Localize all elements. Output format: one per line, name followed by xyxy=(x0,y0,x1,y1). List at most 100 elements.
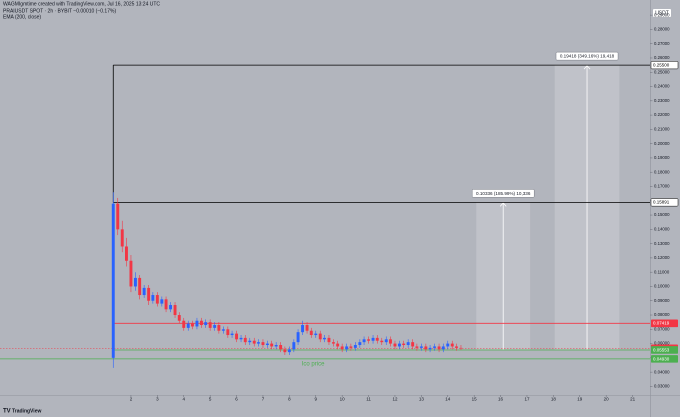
x-tick-label: 8 xyxy=(288,397,291,402)
candle-body xyxy=(217,325,221,331)
x-tick-label: 13 xyxy=(419,397,425,402)
y-tick-label: 0.26000 xyxy=(654,55,670,60)
candle-body xyxy=(349,346,353,348)
ico-text: Ico price xyxy=(302,361,325,367)
y-tick-label: 0.07000 xyxy=(654,326,670,331)
candle-body xyxy=(362,339,366,343)
y-tick-label: 0.08000 xyxy=(654,312,670,317)
price-tag xyxy=(651,319,678,328)
candle-body xyxy=(397,343,401,347)
y-tick-label: 0.13000 xyxy=(654,241,670,246)
x-tick-label: 7 xyxy=(262,397,265,402)
candle-body xyxy=(279,345,283,350)
x-tick-label: 14 xyxy=(445,397,451,402)
y-tick-label: 0.10000 xyxy=(654,284,670,289)
y-tick-label: 0.03000 xyxy=(654,384,670,389)
candle-body xyxy=(125,246,128,261)
y-tick-label: 0.19000 xyxy=(654,155,670,160)
candle-body xyxy=(450,343,454,347)
price-tag-label: 0.25500 xyxy=(653,63,670,68)
candle-body xyxy=(248,340,252,343)
y-tick-label: 0.15000 xyxy=(654,212,670,217)
candle-body xyxy=(111,203,115,358)
candle-body xyxy=(138,277,142,296)
candle-body xyxy=(169,305,173,310)
x-tick-label: 11 xyxy=(366,397,371,402)
candle-body xyxy=(415,346,419,348)
candle-body xyxy=(384,339,388,343)
candle-body xyxy=(155,295,159,304)
candle-body xyxy=(371,337,375,341)
candle-body xyxy=(226,329,230,336)
candle-body xyxy=(274,345,278,347)
candle-body xyxy=(309,330,313,336)
candle-body xyxy=(358,342,362,346)
price-tag-label: 0.07419 xyxy=(653,321,670,326)
candle-body xyxy=(182,320,186,328)
price-tag xyxy=(650,198,679,207)
candle-body xyxy=(129,260,133,287)
candle-body xyxy=(164,299,168,310)
candle-body xyxy=(340,346,344,350)
candle-body xyxy=(296,332,300,343)
candle-body xyxy=(353,345,357,348)
x-tick-label: 19 xyxy=(577,397,583,402)
y-tick-label: 0.25000 xyxy=(654,69,670,74)
candle-body xyxy=(257,342,260,344)
y-tick-label: 0.09000 xyxy=(654,298,670,303)
candle-body xyxy=(331,342,335,344)
x-tick-label: 12 xyxy=(392,397,398,402)
candle-body xyxy=(265,343,269,346)
candle-body xyxy=(239,337,243,340)
candle-body xyxy=(160,299,164,304)
candle-body xyxy=(345,346,349,350)
candle-body xyxy=(195,320,199,327)
candle-body xyxy=(230,333,234,336)
price-tag-label: 0.04930 xyxy=(653,356,670,361)
candle-body xyxy=(213,325,217,328)
candle-body xyxy=(301,325,305,333)
measure-label-box xyxy=(472,189,535,198)
x-tick-label: 2 xyxy=(130,397,133,402)
symbol-info: PRAIUSDT SPOT · 2h · BYBIT −0.00010 (−0.… xyxy=(3,8,116,14)
candle-body xyxy=(437,346,441,350)
candle-body xyxy=(305,325,309,331)
candle-body xyxy=(116,203,120,230)
x-tick-label: 5 xyxy=(209,397,212,402)
candle-body xyxy=(375,337,379,341)
x-tick-label: 4 xyxy=(182,397,185,402)
candle-body xyxy=(455,346,458,348)
candle-body xyxy=(380,340,384,343)
x-tick-label: 10 xyxy=(340,397,346,402)
y-tick-label: 0.20000 xyxy=(654,141,670,146)
candle-body xyxy=(186,323,190,328)
y-tick-label: 0.27000 xyxy=(654,41,670,46)
candle-body xyxy=(428,347,432,350)
y-tick-label: 0.06000 xyxy=(654,341,670,346)
candle-body xyxy=(459,347,463,349)
price-tag xyxy=(650,61,679,70)
candle-body xyxy=(208,322,212,328)
y-tick-label: 0.17000 xyxy=(654,184,670,189)
measure-label: 0.19418 (349.16%) 19,418 xyxy=(560,54,615,59)
x-tick-label: 20 xyxy=(604,397,610,402)
measure-arrowhead xyxy=(583,65,591,70)
candle-body xyxy=(204,322,208,326)
currency: USDT xyxy=(655,11,669,17)
y-tick-label: 0.23000 xyxy=(654,98,670,103)
brand: TradingView xyxy=(12,408,41,414)
x-tick-label: 21 xyxy=(630,397,636,402)
candle-body xyxy=(406,342,410,346)
y-tick-label: 0.24000 xyxy=(654,84,670,89)
candle-body xyxy=(287,349,291,353)
candle-body xyxy=(235,333,239,340)
y-tick-label: 0.04000 xyxy=(654,369,670,374)
candle-body xyxy=(419,346,423,348)
price-tag xyxy=(651,355,678,363)
candle-body xyxy=(199,320,203,326)
candle-body xyxy=(367,339,371,341)
candle-body xyxy=(336,343,340,347)
candle-body xyxy=(323,337,326,340)
x-tick-label: 6 xyxy=(235,397,238,402)
candle-body xyxy=(411,342,415,347)
